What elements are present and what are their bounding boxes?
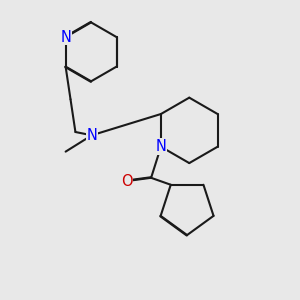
Text: O: O bbox=[121, 174, 132, 189]
Text: N: N bbox=[60, 30, 71, 45]
Text: N: N bbox=[155, 139, 167, 154]
Text: N: N bbox=[86, 128, 97, 143]
